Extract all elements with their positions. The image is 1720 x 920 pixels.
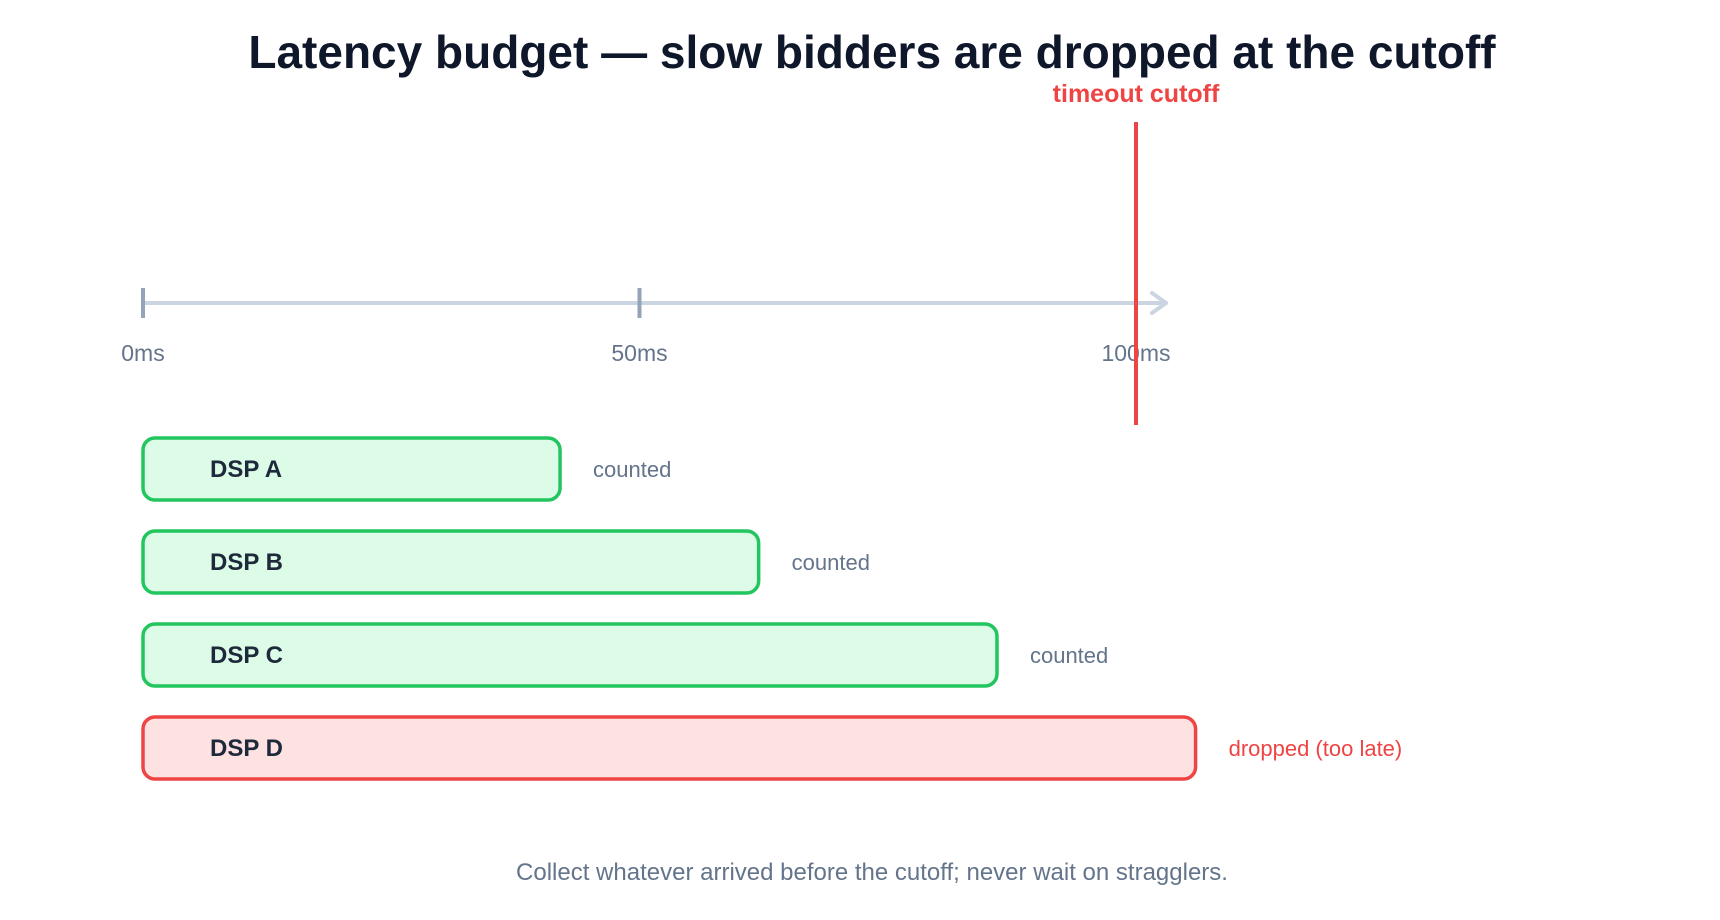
status-counted: counted xyxy=(593,457,671,482)
axis-tick-label: 0ms xyxy=(121,340,164,366)
bidder-name: DSP D xyxy=(210,735,283,762)
bidder-row: DSP B counted xyxy=(141,529,870,595)
bidder-name: DSP A xyxy=(210,456,282,483)
status-dropped: dropped (too late) xyxy=(1229,736,1403,761)
bidder-row: DSP D dropped (too late) xyxy=(141,715,1403,781)
status-counted: counted xyxy=(1030,643,1108,668)
bidder-bar xyxy=(141,622,999,688)
cutoff-label: timeout cutoff xyxy=(1053,80,1220,108)
bidder-row: DSP C counted xyxy=(141,622,1108,688)
bidder-name: DSP C xyxy=(210,642,283,669)
bidder-name: DSP B xyxy=(210,549,283,576)
bidder-bar xyxy=(141,715,1198,781)
status-counted: counted xyxy=(792,550,870,575)
axis-tick-label: 50ms xyxy=(611,340,667,366)
diagram-title: Latency budget — slow bidders are droppe… xyxy=(248,26,1496,78)
timeout-cutoff: timeout cutoff xyxy=(1053,80,1220,425)
timeline-axis: 0ms50ms100ms xyxy=(121,288,1171,366)
bidder-bar xyxy=(141,529,761,595)
bidder-bar xyxy=(141,436,562,502)
bidder-row: DSP A counted xyxy=(141,436,671,502)
caption: Collect whatever arrived before the cuto… xyxy=(516,859,1228,886)
axis-arrow-icon xyxy=(1150,291,1168,315)
